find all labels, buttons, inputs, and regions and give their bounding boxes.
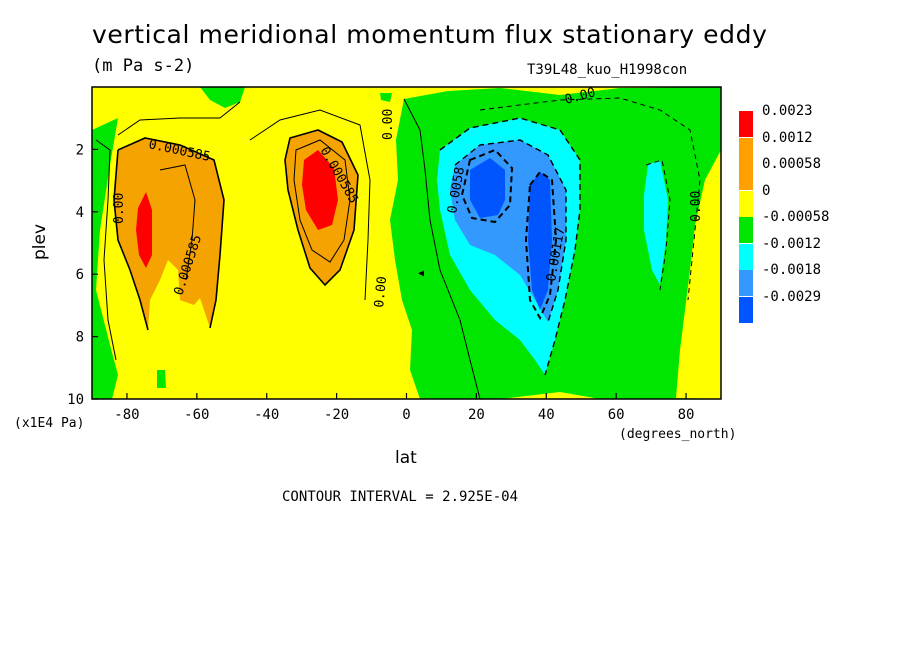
x-axis-label: lat — [395, 448, 417, 468]
contour-lines — [95, 97, 701, 399]
fill-darkblue-east — [528, 172, 552, 310]
fill-green-spot — [157, 370, 166, 388]
x-tick-label: 20 — [468, 407, 485, 423]
legend-entry: 0.0023 — [739, 101, 899, 137]
chart-title: vertical meridional momentum flux statio… — [92, 20, 768, 49]
legend-swatch — [739, 137, 753, 164]
contour-label: 0.00 — [372, 276, 390, 309]
fill-orange-south — [114, 138, 224, 330]
fill-green-small-top — [380, 93, 392, 102]
contour-line — [159, 164, 196, 281]
legend-label: 0.00058 — [762, 156, 822, 172]
legend-entry: -0.0029 — [739, 287, 899, 323]
contour-line — [403, 98, 481, 399]
legend-label: 0.0023 — [762, 103, 813, 119]
fill-darkblue-west — [470, 158, 505, 218]
legend-label: -0.00058 — [762, 209, 830, 225]
contour-line — [645, 159, 671, 291]
contour-line — [117, 137, 225, 329]
legend-entry: 0 — [739, 181, 899, 217]
legend-label: 0 — [762, 182, 771, 199]
fill-green-south-left — [92, 118, 118, 399]
x-tick-label: 80 — [678, 407, 695, 423]
legend-swatch — [739, 243, 753, 270]
x-tick-label: -60 — [184, 407, 209, 423]
contour-line — [117, 101, 241, 136]
contour-marker: ◀ — [418, 268, 424, 279]
contour-line — [293, 139, 351, 263]
y-tick-label: 10 — [67, 392, 84, 408]
y-axis: 2 4 6 8 10 — [67, 142, 98, 408]
y-scale-label: (x1E4 Pa) — [14, 416, 85, 431]
legend-entry: 0.00058 — [739, 154, 899, 190]
chart-units: (m Pa s-2) — [92, 56, 195, 76]
contour-line — [479, 97, 701, 301]
fill-cyan-east — [644, 160, 668, 285]
legend-swatch — [739, 217, 753, 243]
contour-line — [524, 170, 558, 321]
legend-swatch — [739, 190, 753, 217]
y-tick-label: 4 — [76, 205, 84, 221]
x-tick-label: -80 — [114, 407, 139, 423]
contour-label: 0.00 — [689, 191, 704, 222]
contour-fills — [92, 87, 721, 399]
contour-line — [113, 149, 149, 331]
fill-red-south — [136, 192, 152, 268]
legend-entry: -0.0012 — [739, 234, 899, 270]
contour-line — [439, 117, 581, 376]
x-units-label: (degrees_north) — [619, 427, 737, 442]
legend-entry: -0.00058 — [739, 207, 899, 243]
fill-red-mid — [302, 150, 338, 230]
fill-green-top-left — [200, 87, 245, 108]
legend-label: -0.0029 — [762, 288, 822, 305]
legend-entry: 0.0012 — [739, 128, 899, 164]
contour-line — [454, 139, 567, 323]
x-tick-label: 60 — [608, 407, 625, 423]
contour-label: 0.00 — [381, 109, 396, 140]
y-tick-label: 2 — [76, 142, 84, 158]
contour-interval-note: CONTOUR INTERVAL = 2.925E-04 — [282, 489, 519, 505]
legend-swatch — [739, 270, 753, 296]
x-axis: -80 -60 -40 -20 0 20 40 60 80 — [114, 393, 694, 423]
x-tick-label: 40 — [538, 407, 555, 423]
legend-swatch — [739, 164, 753, 190]
contour-label: 0.00 — [112, 193, 127, 224]
legend-swatch — [739, 111, 753, 137]
y-tick-label: 6 — [76, 267, 84, 283]
contour-line — [95, 139, 117, 361]
x-tick-label: 0 — [402, 407, 410, 423]
y-tick-label: 8 — [76, 330, 84, 346]
legend-label: 0.0012 — [762, 129, 813, 146]
legend-swatch — [739, 296, 753, 323]
contour-line — [460, 148, 514, 224]
x-tick-label: -20 — [324, 407, 349, 423]
contour-line — [284, 129, 359, 287]
run-id-label: T39L48_kuo_H1998con — [527, 62, 688, 78]
legend-label: -0.0018 — [762, 262, 822, 278]
legend-label: -0.0012 — [762, 235, 822, 252]
legend-entry: -0.0018 — [739, 260, 899, 296]
contour-line — [249, 109, 371, 301]
x-tick-label: -40 — [254, 407, 279, 423]
